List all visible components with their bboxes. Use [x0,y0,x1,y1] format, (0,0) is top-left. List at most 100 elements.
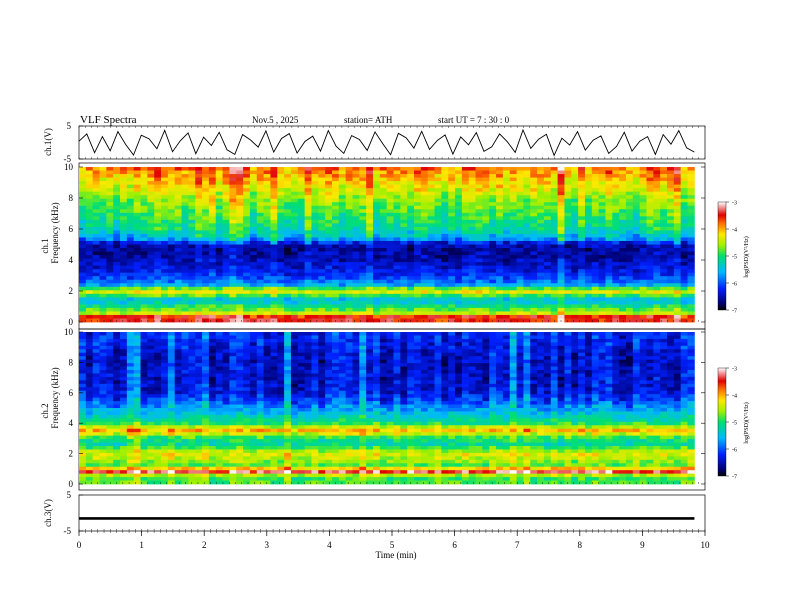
spectrogram-cell [345,276,353,281]
spectrogram-cell [195,248,203,252]
spectrogram-cell [147,432,155,437]
spectrogram-cell [222,335,230,340]
spectrogram-cell [92,262,100,267]
spectrogram-cell [455,181,463,186]
spectrogram-cell [523,251,531,256]
spectrogram-cell [256,212,265,217]
spectrogram-cell [229,195,237,200]
spectrogram-cell [277,230,285,235]
spectrogram-cell [325,209,333,214]
spectrogram-cell [229,300,237,305]
spectrogram-cell [605,184,613,189]
spectrogram-cell [400,293,408,298]
spectrogram-cell [557,198,565,203]
spectrogram-cell [352,195,360,200]
spectrogram-cell [468,283,476,288]
spectrogram-cell [202,258,210,263]
spectrogram-cell [99,352,107,357]
spectrogram-cell [673,240,682,245]
spectrogram-cell [133,240,141,245]
spectrogram-cell [625,198,634,203]
spectrogram-cell [304,314,312,319]
spectrogram-cell [147,397,155,402]
spectrogram-cell [113,421,121,426]
spectrogram-cell [106,170,114,175]
spectrogram-cell [537,255,545,259]
spectrogram-cell [673,248,682,252]
spectrogram-cell [147,283,155,288]
spectrogram-cell [523,219,531,224]
spectrogram-cell [188,373,196,378]
spectrogram-cell [455,283,463,288]
spectrogram-cell [482,297,490,302]
spectrogram-cell [400,216,408,221]
spectrogram-cell [667,276,675,281]
spectrogram-cell [619,293,627,298]
spectrogram-cell [366,237,374,242]
spectrogram-cell [215,188,223,193]
spectrogram-cell [605,286,613,291]
spectrogram-cell [195,293,203,298]
spectrogram-cell [270,293,278,298]
spectrogram-cell [133,188,141,193]
spectrogram-cell [167,233,176,238]
spectrogram-cell [154,414,162,419]
spectrogram-cell [202,418,210,423]
spectrogram-cell [297,276,306,281]
spectrogram-cell [140,311,148,316]
spectrogram-cell [270,223,278,228]
spectrogram-cell [434,188,442,193]
spectrogram-cell [667,307,675,312]
spectrogram-cell [140,452,148,457]
spectrogram-cell [304,233,312,238]
spectrogram-cell [407,262,415,267]
spectrogram-cell [578,191,586,196]
spectrogram-cell [400,279,408,284]
spectrogram-cell [530,255,538,259]
spectrogram-cell [434,307,442,312]
spectrogram-cell [133,449,141,454]
spectrogram-cell [290,184,299,189]
spectrogram-cell [386,293,394,298]
spectrogram-cell [249,223,258,228]
spectrogram-cell [632,244,641,249]
spectrogram-cell [373,191,381,196]
spectrogram-cell [126,255,135,259]
spectrogram-cell [489,170,497,175]
spectrogram-cell [427,181,435,186]
spectrogram-cell [455,191,463,196]
spectrogram-cell [297,318,306,323]
spectrogram-cell [441,279,449,284]
spectrogram-cell [215,446,223,450]
spectrogram-cell [188,307,196,312]
spectrogram-cell [263,265,271,270]
spectrogram-cell [434,255,442,259]
spectrogram-cell [113,480,121,485]
spectrogram-cell [202,195,210,200]
spectrogram-cell [154,174,162,178]
spectrogram-cell [284,293,292,298]
spectrogram-cell [509,314,517,319]
spectrogram-cell [345,237,353,242]
spectrogram-cell [612,219,620,224]
spectrogram-cell [496,181,504,186]
spectrogram-cell [126,352,135,357]
spectrogram-cell [126,408,135,412]
spectrogram-cell [338,237,347,242]
spectrogram-cell [687,209,695,214]
spectrogram-cell [352,240,360,245]
spectrogram-cell [270,205,278,210]
spectrogram-cell [167,258,176,263]
spectrogram-cell [427,314,435,319]
spectrogram-cell [557,188,565,193]
spectrogram-cell [359,314,367,319]
spectrogram-cell [325,233,333,238]
spectrogram-cell [140,376,148,381]
spectrogram-cell [147,265,155,270]
spectrogram-cell [85,473,94,478]
spectrogram-cell [92,300,100,305]
spectrogram-cell [174,223,182,228]
spectrogram-cell [537,191,545,196]
spectrogram-cell [174,269,182,274]
spectrogram-cell [331,184,340,189]
